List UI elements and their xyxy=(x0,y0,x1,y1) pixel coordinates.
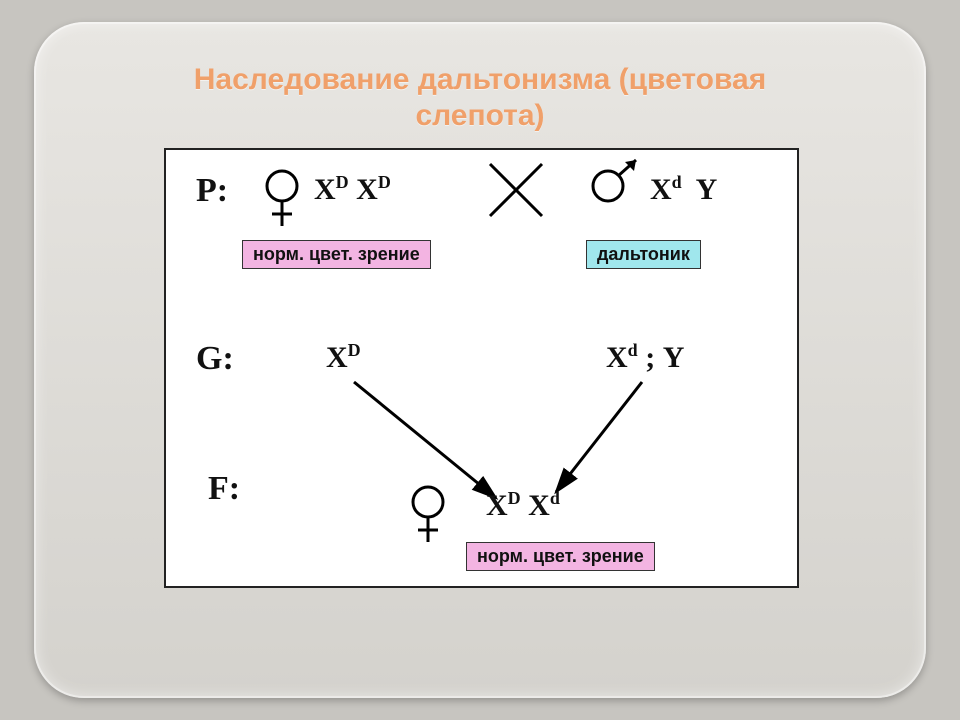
child-genotype: XD Xd xyxy=(486,488,560,523)
title-line-2: слепота) xyxy=(415,99,544,132)
g-X: X xyxy=(528,489,550,522)
g-X: X xyxy=(486,489,508,522)
g-sup: d xyxy=(550,488,560,508)
diagram-panel: P: G: F: XD XD Xd Y н xyxy=(164,148,799,588)
slide-title: Наследование дальтонизма (цветовая слепо… xyxy=(34,62,926,134)
slide-card: Наследование дальтонизма (цветовая слепо… xyxy=(34,22,926,698)
g-sup: D xyxy=(508,488,521,508)
title-line-1: Наследование дальтонизма (цветовая xyxy=(194,63,766,96)
female-symbol-icon xyxy=(408,484,448,554)
inheritance-arrows xyxy=(166,150,801,590)
child-phenotype-badge: норм. цвет. зрение xyxy=(466,542,655,571)
